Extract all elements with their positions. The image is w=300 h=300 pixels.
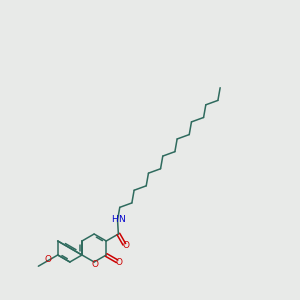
Text: H: H <box>111 214 117 224</box>
Text: O: O <box>44 255 51 265</box>
Text: O: O <box>122 241 129 250</box>
Text: N: N <box>118 214 124 224</box>
Text: O: O <box>92 260 99 269</box>
Text: O: O <box>115 258 122 267</box>
